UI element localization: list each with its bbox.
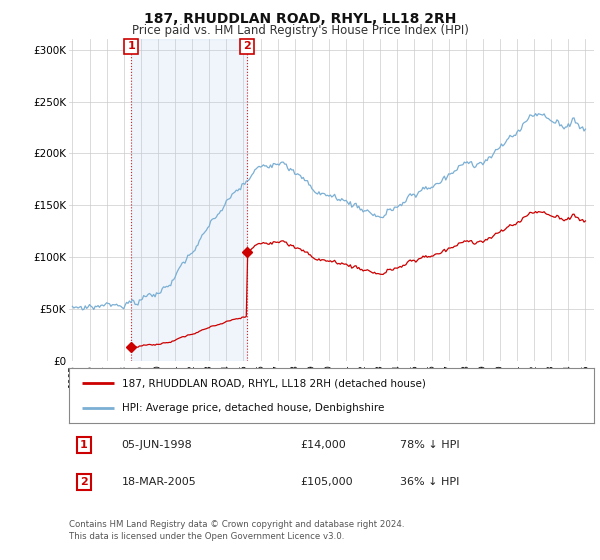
- Text: 1: 1: [127, 41, 135, 52]
- Text: HPI: Average price, detached house, Denbighshire: HPI: Average price, detached house, Denb…: [121, 403, 384, 413]
- Text: £105,000: £105,000: [300, 477, 353, 487]
- Text: Contains HM Land Registry data © Crown copyright and database right 2024.
This d: Contains HM Land Registry data © Crown c…: [69, 520, 404, 541]
- Text: 187, RHUDDLAN ROAD, RHYL, LL18 2RH: 187, RHUDDLAN ROAD, RHYL, LL18 2RH: [144, 12, 456, 26]
- Text: 2: 2: [80, 477, 88, 487]
- Bar: [131, 39, 247, 361]
- Text: 05-JUN-1998: 05-JUN-1998: [121, 440, 192, 450]
- Text: 187, RHUDDLAN ROAD, RHYL, LL18 2RH (detached house): 187, RHUDDLAN ROAD, RHYL, LL18 2RH (deta…: [121, 378, 425, 388]
- Text: 1: 1: [80, 440, 88, 450]
- Text: £14,000: £14,000: [300, 440, 346, 450]
- Text: 18-MAR-2005: 18-MAR-2005: [121, 477, 196, 487]
- Text: 78% ↓ HPI: 78% ↓ HPI: [400, 440, 460, 450]
- Text: 36% ↓ HPI: 36% ↓ HPI: [400, 477, 459, 487]
- Text: 2: 2: [243, 41, 251, 52]
- Text: Price paid vs. HM Land Registry's House Price Index (HPI): Price paid vs. HM Land Registry's House …: [131, 24, 469, 37]
